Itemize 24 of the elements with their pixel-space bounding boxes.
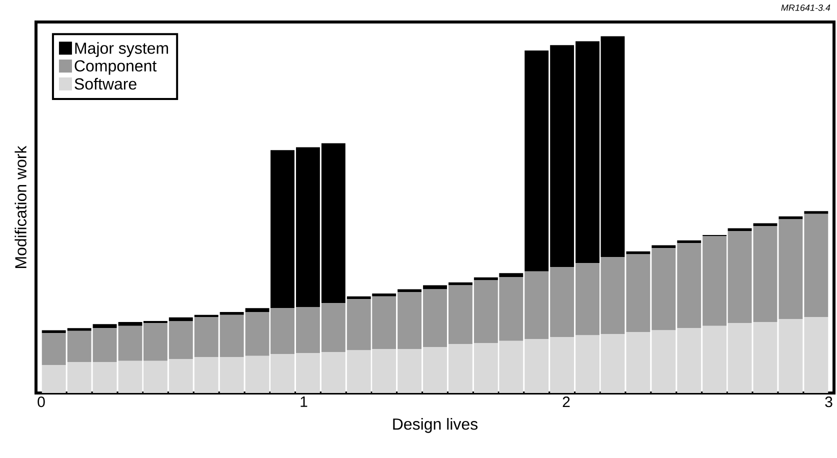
x-tick-label: 0 xyxy=(38,396,45,408)
bar xyxy=(804,211,828,214)
bar xyxy=(499,273,524,278)
legend-label: Component xyxy=(74,60,157,75)
bar xyxy=(778,216,803,220)
bar xyxy=(372,293,396,296)
bar xyxy=(474,277,498,280)
text: MR1641-3.4 xyxy=(781,4,830,11)
y-axis-title: Modification work xyxy=(14,146,26,268)
bar xyxy=(398,289,422,292)
x-tick-label: 1 xyxy=(300,396,308,407)
bar xyxy=(92,324,117,328)
bar xyxy=(194,314,218,318)
x-tick-label: 2 xyxy=(562,396,570,408)
x-axis-title: Design lives xyxy=(393,418,478,433)
x-tick-label: 3 xyxy=(825,396,832,408)
bar xyxy=(423,285,447,290)
bar xyxy=(753,223,778,226)
bar xyxy=(728,228,752,232)
legend-label: Major system xyxy=(75,42,168,58)
bar xyxy=(245,308,270,312)
bar xyxy=(448,282,472,286)
bar xyxy=(220,312,244,315)
legend-label: Software xyxy=(74,78,136,90)
